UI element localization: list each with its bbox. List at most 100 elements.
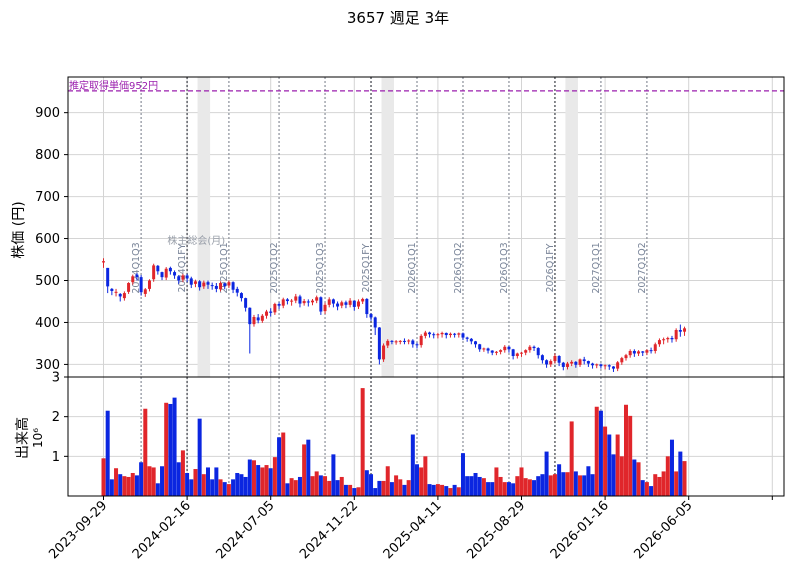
candle-body xyxy=(285,299,289,302)
volume-bar xyxy=(189,479,194,496)
candle-body xyxy=(336,303,340,307)
x-tick-label: 2023-09-29 xyxy=(46,498,110,562)
candle-body xyxy=(411,340,415,345)
candle-body xyxy=(352,300,356,307)
volume-bar xyxy=(481,478,486,496)
price-tick-label: 700 xyxy=(35,190,60,205)
candle-body xyxy=(223,283,227,286)
candle-body xyxy=(294,296,298,301)
candle-body xyxy=(290,300,294,302)
volume-bar xyxy=(193,469,198,496)
volume-bar xyxy=(523,478,528,496)
volume-bar xyxy=(448,488,453,496)
candle-body xyxy=(168,267,172,272)
volume-bar xyxy=(176,462,181,496)
candle-body xyxy=(311,300,314,303)
volume-bar xyxy=(490,482,495,496)
candle-body xyxy=(494,351,498,353)
event-label: 2025Q1Q2 xyxy=(269,242,280,293)
volume-bar xyxy=(109,479,114,496)
volume-bar xyxy=(644,482,649,496)
candle-body xyxy=(666,337,670,340)
candle-body xyxy=(683,328,687,332)
candle-body xyxy=(448,333,452,336)
candle-body xyxy=(390,340,394,342)
candle-body xyxy=(214,285,218,289)
volume-bar xyxy=(251,460,256,496)
volume-bar xyxy=(364,470,369,496)
candle-body xyxy=(482,348,486,350)
candle-body xyxy=(436,334,440,336)
volume-bar xyxy=(657,476,662,496)
volume-bar xyxy=(431,484,436,496)
candle-body xyxy=(273,303,277,313)
volume-bar xyxy=(314,471,319,496)
candle-body xyxy=(227,282,231,286)
volume-bar xyxy=(527,479,532,496)
candle-body xyxy=(193,281,197,284)
candle-body xyxy=(394,341,398,343)
price-tick-label: 600 xyxy=(35,232,60,247)
candle-body xyxy=(649,350,653,352)
volume-bar xyxy=(460,453,465,496)
candle-body xyxy=(269,311,273,313)
volume-bar xyxy=(310,476,315,496)
candle-body xyxy=(160,272,164,278)
volume-bar xyxy=(552,474,557,496)
candle-body xyxy=(361,298,365,302)
volume-bar xyxy=(377,480,382,496)
volume-bar xyxy=(130,472,135,496)
event-label: 2024Q1Q3 xyxy=(131,242,142,293)
event-label: 2026Q1Q3 xyxy=(499,242,510,293)
candle-body xyxy=(641,351,645,353)
candle-body xyxy=(323,304,327,312)
candle-body xyxy=(302,301,306,304)
candle-body xyxy=(524,350,528,353)
candle-body xyxy=(553,356,557,362)
candle-body xyxy=(607,365,611,367)
candle-body xyxy=(402,340,406,342)
candle-body xyxy=(239,293,243,299)
volume-bar xyxy=(569,421,574,496)
shaded-period xyxy=(381,77,395,377)
volume-bar xyxy=(356,487,361,496)
candle-body xyxy=(298,296,302,304)
price-tick-label: 800 xyxy=(35,148,60,163)
volume-bar xyxy=(180,450,185,496)
candle-body xyxy=(102,261,105,263)
event-label: 2025Q1Q3 xyxy=(315,242,326,293)
candle-body xyxy=(540,355,544,361)
candle-body xyxy=(139,277,143,293)
candle-body xyxy=(419,335,423,346)
volume-bar xyxy=(268,468,273,496)
volume-bar xyxy=(515,476,520,496)
volume-bar xyxy=(452,484,457,496)
volume-bar xyxy=(415,464,419,496)
candle-body xyxy=(511,349,515,357)
volume-bar xyxy=(440,484,445,496)
volume-bar xyxy=(126,476,131,496)
volume-bar xyxy=(226,484,231,496)
volume-bar xyxy=(486,482,491,496)
candle-body xyxy=(440,332,444,335)
price-tick-label: 500 xyxy=(35,274,60,289)
volume-bar xyxy=(573,471,578,496)
volume-bar xyxy=(206,467,210,496)
candle-body xyxy=(256,317,260,321)
candle-body xyxy=(507,346,511,350)
volume-bar xyxy=(410,434,415,496)
candle-body xyxy=(319,297,323,312)
volume-bar xyxy=(168,403,173,496)
candle-body xyxy=(106,267,110,287)
candle-body xyxy=(177,276,181,281)
event-label: 2027Q1Q1 xyxy=(591,242,602,293)
candle-body xyxy=(432,334,436,336)
volume-bar xyxy=(260,467,265,496)
volume-bar xyxy=(172,397,177,496)
candle-body xyxy=(478,344,482,350)
candle-body xyxy=(127,283,131,292)
volume-bar xyxy=(678,451,683,496)
price-tick-label: 900 xyxy=(35,106,60,121)
volume-bar xyxy=(640,480,645,496)
